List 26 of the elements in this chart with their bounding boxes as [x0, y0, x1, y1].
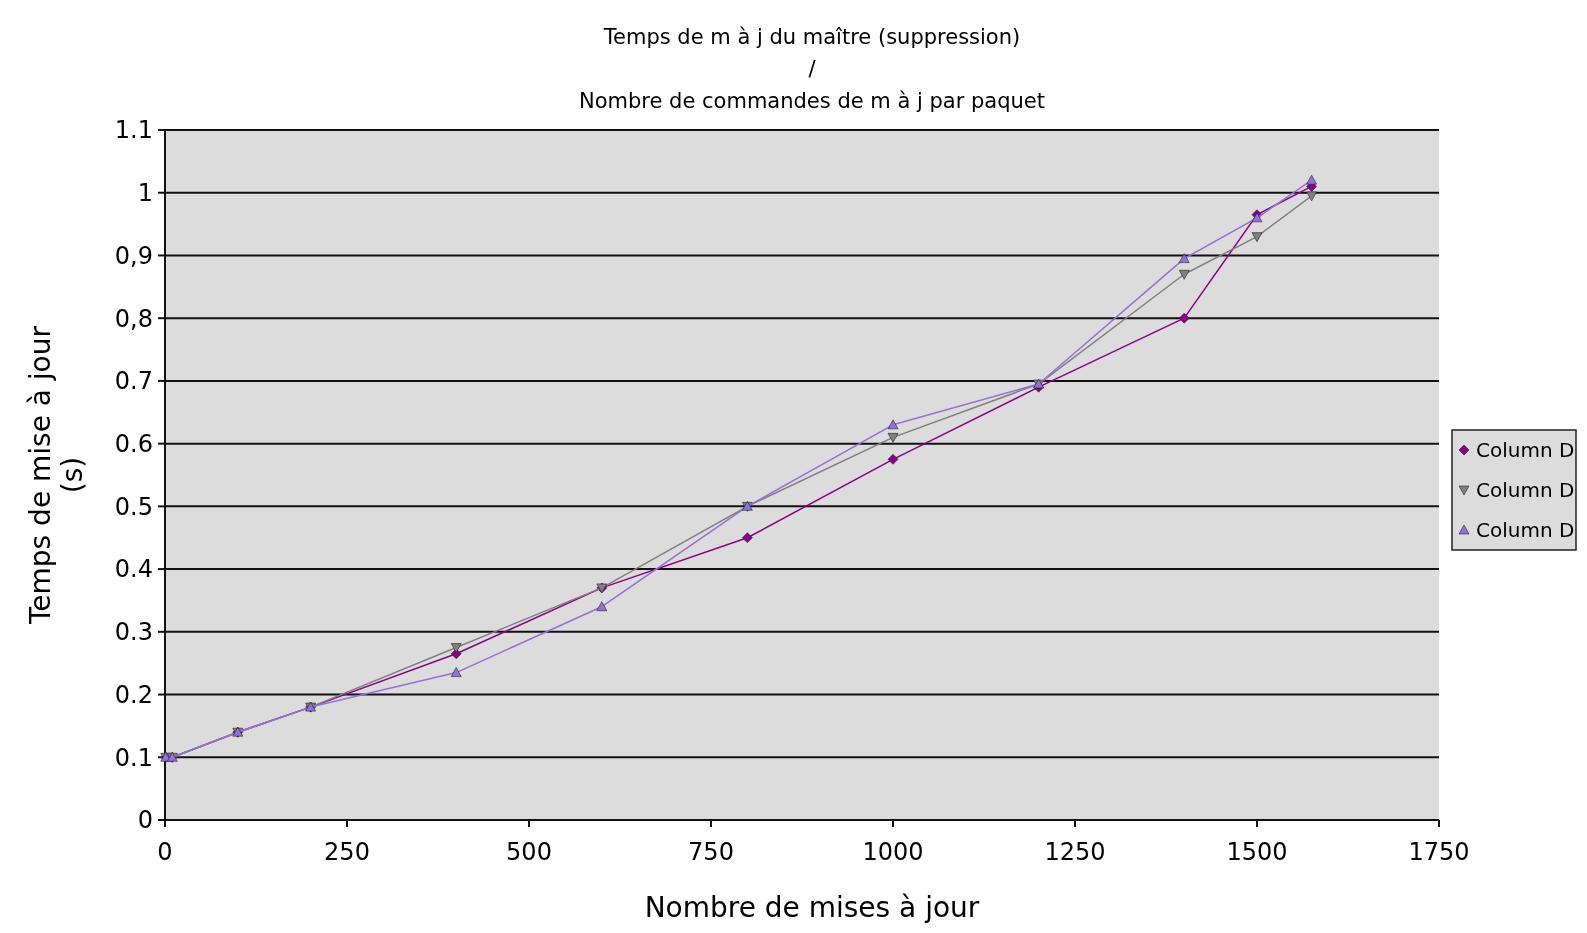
legend-label: Column D: [1476, 518, 1575, 542]
x-tick-label: 0: [157, 838, 173, 866]
y-tick-label: 0.4: [114, 555, 153, 584]
x-tick-label: 1500: [1226, 838, 1288, 866]
legend-label: Column D: [1476, 478, 1575, 502]
y-tick-label: 0.1: [114, 743, 153, 772]
y-tick-label: 1.1: [114, 116, 153, 145]
y-tick-label: 0.3: [114, 618, 153, 647]
legend-label: Column D: [1476, 438, 1575, 462]
x-axis-title: Nombre de mises à jour: [644, 891, 980, 924]
y-tick-label: 0.2: [114, 680, 153, 709]
y-tick-label: 0.5: [114, 492, 153, 521]
x-tick-label: 250: [324, 838, 370, 866]
y-tick-label: 0: [137, 806, 153, 835]
y-tick-label: 0,9: [114, 241, 153, 270]
x-tick-label: 1750: [1408, 838, 1470, 866]
x-tick-label: 1250: [1044, 838, 1106, 866]
x-tick-label: 750: [688, 838, 734, 866]
x-tick-label: 500: [506, 838, 552, 866]
x-tick-label: 1000: [862, 838, 924, 866]
y-tick-label: 0.6: [114, 430, 153, 459]
y-tick-label: 0,8: [114, 304, 153, 333]
y-tick-label: 0.7: [114, 367, 153, 396]
y-tick-label: 1: [137, 179, 153, 208]
chart-title: Temps de m à j du maître (suppression) / Nombre de commandes de m à j par paquet: [579, 25, 1045, 113]
y-axis-title: Temps de mise à jour (s): [24, 325, 89, 626]
